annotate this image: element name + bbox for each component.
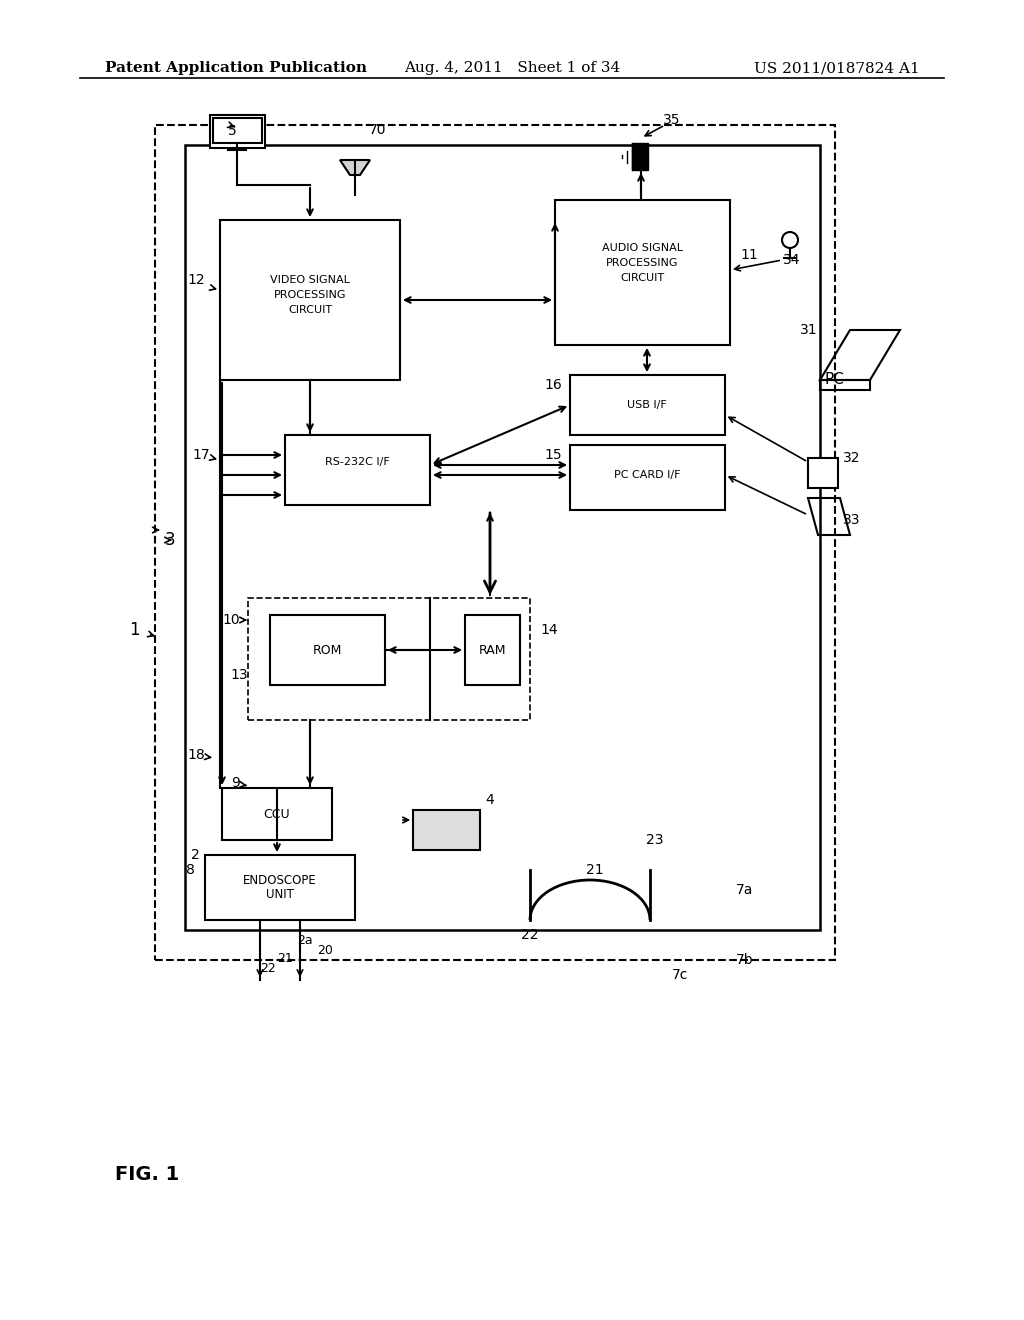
Text: 34: 34 — [783, 253, 801, 267]
Text: 13: 13 — [230, 668, 248, 682]
Text: USB I/F: USB I/F — [627, 400, 667, 411]
Text: PC: PC — [825, 372, 845, 388]
Text: 35: 35 — [664, 114, 681, 127]
Text: 21: 21 — [586, 863, 604, 876]
Text: 3: 3 — [165, 531, 176, 549]
Bar — [205, 855, 355, 920]
Bar — [570, 445, 725, 510]
Text: 20: 20 — [317, 944, 333, 957]
Bar — [570, 375, 725, 436]
Bar — [185, 145, 820, 931]
Text: PROCESSING: PROCESSING — [273, 290, 346, 300]
Text: 4: 4 — [485, 793, 495, 807]
Text: 31: 31 — [800, 323, 817, 337]
Text: VIDEO SIGNAL: VIDEO SIGNAL — [270, 275, 350, 285]
Text: RAM: RAM — [478, 644, 506, 656]
Polygon shape — [340, 160, 370, 176]
Text: 17: 17 — [193, 447, 210, 462]
Text: 70: 70 — [370, 123, 387, 137]
Text: 8: 8 — [186, 863, 195, 876]
Bar — [465, 615, 520, 685]
Text: 32: 32 — [843, 451, 860, 465]
Text: 18: 18 — [187, 748, 205, 762]
Bar — [413, 810, 480, 850]
Bar — [555, 201, 730, 345]
Bar — [155, 125, 835, 960]
Bar — [222, 788, 332, 840]
Text: RS-232C I/F: RS-232C I/F — [325, 457, 389, 467]
Text: AUDIO SIGNAL: AUDIO SIGNAL — [601, 243, 683, 253]
Text: 22: 22 — [521, 928, 539, 942]
Text: 21: 21 — [278, 952, 293, 965]
Text: 2a: 2a — [297, 933, 312, 946]
Bar — [220, 220, 400, 380]
Text: UNIT: UNIT — [266, 888, 294, 902]
Text: PC CARD I/F: PC CARD I/F — [613, 470, 680, 480]
Text: CCU: CCU — [264, 808, 291, 821]
Text: ENDOSCOPE: ENDOSCOPE — [243, 874, 316, 887]
Text: 22: 22 — [260, 961, 275, 974]
Bar — [213, 117, 262, 143]
Text: 11: 11 — [740, 248, 758, 261]
Text: US 2011/0187824 A1: US 2011/0187824 A1 — [755, 61, 920, 75]
Text: CIRCUIT: CIRCUIT — [288, 305, 332, 315]
Text: 7b: 7b — [736, 953, 754, 968]
Text: 16: 16 — [544, 378, 562, 392]
Polygon shape — [632, 143, 648, 170]
Text: PROCESSING: PROCESSING — [606, 257, 678, 268]
Bar — [285, 436, 430, 506]
Text: 9: 9 — [231, 776, 240, 789]
Text: 15: 15 — [545, 447, 562, 462]
Text: FIG. 1: FIG. 1 — [115, 1166, 179, 1184]
Bar — [248, 598, 530, 719]
Text: 7c: 7c — [672, 968, 688, 982]
Bar — [808, 458, 838, 488]
Text: 33: 33 — [843, 513, 860, 527]
Text: 12: 12 — [187, 273, 205, 286]
Bar — [210, 115, 265, 148]
Text: Aug. 4, 2011   Sheet 1 of 34: Aug. 4, 2011 Sheet 1 of 34 — [403, 61, 621, 75]
Text: 14: 14 — [540, 623, 558, 638]
Text: CIRCUIT: CIRCUIT — [620, 273, 664, 282]
Text: 7a: 7a — [736, 883, 754, 898]
Text: ROM: ROM — [312, 644, 342, 656]
Text: Patent Application Publication: Patent Application Publication — [105, 61, 367, 75]
Bar — [270, 615, 385, 685]
Text: 1: 1 — [129, 620, 140, 639]
Text: 23: 23 — [646, 833, 664, 847]
Text: 10: 10 — [222, 612, 240, 627]
Text: 2: 2 — [191, 847, 200, 862]
Text: 5: 5 — [228, 124, 237, 139]
